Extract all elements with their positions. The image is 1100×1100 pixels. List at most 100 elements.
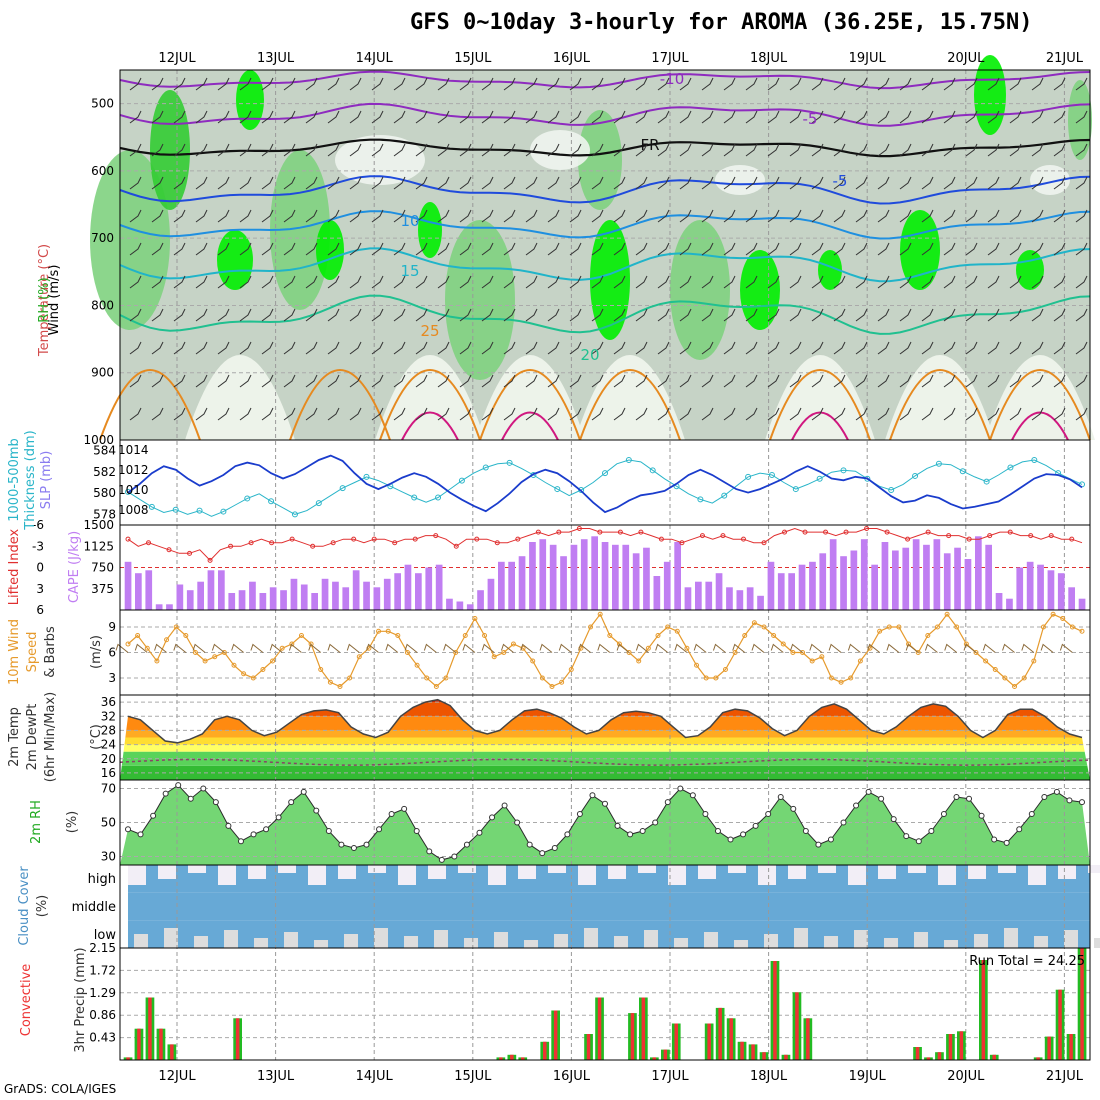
wind-barb-10m	[770, 643, 784, 653]
precip-conv-bar	[718, 1007, 722, 1060]
wind-barb	[195, 341, 208, 355]
cloud-gap	[668, 865, 686, 885]
temp-line	[127, 698, 1083, 744]
wind-barb	[921, 341, 934, 355]
wind-barb	[723, 308, 736, 322]
wind-speed-point	[347, 675, 353, 681]
li-point	[310, 543, 316, 549]
wind-barb	[921, 143, 934, 157]
wind-barb	[943, 374, 956, 388]
wind-barb	[481, 407, 494, 421]
precip-conv-bar	[762, 1052, 766, 1060]
wind-barb	[151, 242, 164, 256]
rh-point	[463, 841, 470, 848]
temperature-contour	[119, 102, 1091, 127]
wind-barb	[481, 242, 494, 256]
wind-barb	[151, 110, 164, 124]
wind-barb	[591, 242, 604, 256]
wind-barb	[371, 176, 384, 190]
rh-point	[991, 836, 998, 843]
wind-barb-10m	[269, 643, 283, 653]
cloud-gap	[338, 865, 356, 879]
cloud-gap	[224, 930, 238, 948]
wind-barb	[723, 110, 736, 124]
wind-speed-point	[684, 645, 690, 651]
thickness-point	[721, 492, 728, 499]
cloud-gap	[374, 928, 388, 948]
tick-label: 600	[91, 164, 114, 178]
wind-barb	[305, 308, 318, 322]
slp-line	[127, 454, 1083, 514]
wind-barb	[503, 143, 516, 157]
li-point	[802, 529, 808, 535]
rh-point	[702, 811, 709, 817]
side-label: Speed	[25, 632, 40, 673]
wind-barb	[525, 176, 538, 190]
wind-barb	[371, 308, 384, 322]
precip-conv-bar	[1069, 1034, 1073, 1060]
side-label: 2m Temp	[7, 707, 22, 767]
cape-bar	[342, 587, 350, 610]
wind-barb	[591, 308, 604, 322]
wind-barb-10m	[1021, 643, 1035, 653]
cape-bar	[985, 544, 992, 610]
wind-speed-point	[790, 650, 796, 655]
side-label: Temperature (°C)	[37, 244, 52, 357]
date-label-top: 16JUL	[553, 51, 591, 66]
rh-point	[1066, 797, 1073, 804]
thickness-point	[220, 508, 227, 515]
wind-barb	[415, 176, 428, 190]
wind-barb	[481, 110, 494, 124]
cloud-gap	[218, 865, 236, 885]
rh-region	[578, 110, 622, 210]
thickness-point	[291, 511, 298, 518]
date-label-top: 18JUL	[750, 51, 788, 66]
cape-bar	[498, 561, 505, 610]
wind-barb	[525, 110, 538, 124]
wind-barb	[613, 308, 626, 322]
li-point	[1028, 533, 1034, 539]
rh-point	[915, 838, 922, 845]
wind-barb	[855, 77, 868, 91]
wind-speed-point	[173, 624, 179, 630]
rh-point	[250, 831, 257, 838]
cloud-gap	[848, 865, 866, 885]
cape-bar	[1006, 598, 1013, 610]
wind-barb	[525, 308, 538, 322]
li-point	[782, 529, 788, 535]
cape-bar	[1047, 570, 1055, 610]
cape-bar	[612, 544, 619, 610]
date-label-top: 14JUL	[356, 51, 394, 66]
temperature-contour-25	[289, 369, 391, 441]
wind-barb	[745, 242, 758, 256]
wind-barb	[327, 407, 340, 421]
wind-barb	[767, 242, 780, 256]
wind-speed-point	[472, 616, 478, 621]
rh-region	[90, 150, 170, 330]
wind-barb	[217, 143, 230, 157]
wind-barb	[635, 308, 648, 322]
tick-label: 6	[108, 646, 116, 660]
cape-bar	[290, 578, 298, 610]
cape-bar	[995, 593, 1003, 610]
cape-bar	[1016, 567, 1024, 610]
side-label: 1000-500mb	[7, 438, 22, 522]
cloud-gap	[404, 936, 418, 948]
wind-barb	[283, 308, 296, 322]
wind-barb	[1053, 308, 1066, 322]
wind-barb	[437, 143, 450, 157]
precip-conv-bar	[1047, 1036, 1051, 1060]
wind-barb	[811, 209, 824, 223]
wind-barb	[1009, 407, 1022, 421]
tick-label: 32	[101, 709, 116, 723]
cape-bar	[539, 539, 547, 610]
cloud-gap	[554, 934, 568, 948]
wind-barb	[283, 77, 296, 91]
wind-speed-point	[289, 641, 295, 647]
wind-barb	[987, 275, 1000, 289]
precip-conv-bar	[740, 1041, 744, 1060]
cloud-gap	[314, 940, 328, 948]
precip-conv-bar	[992, 1054, 996, 1060]
cape-bar	[767, 561, 775, 610]
wind-speed-point	[665, 624, 671, 630]
